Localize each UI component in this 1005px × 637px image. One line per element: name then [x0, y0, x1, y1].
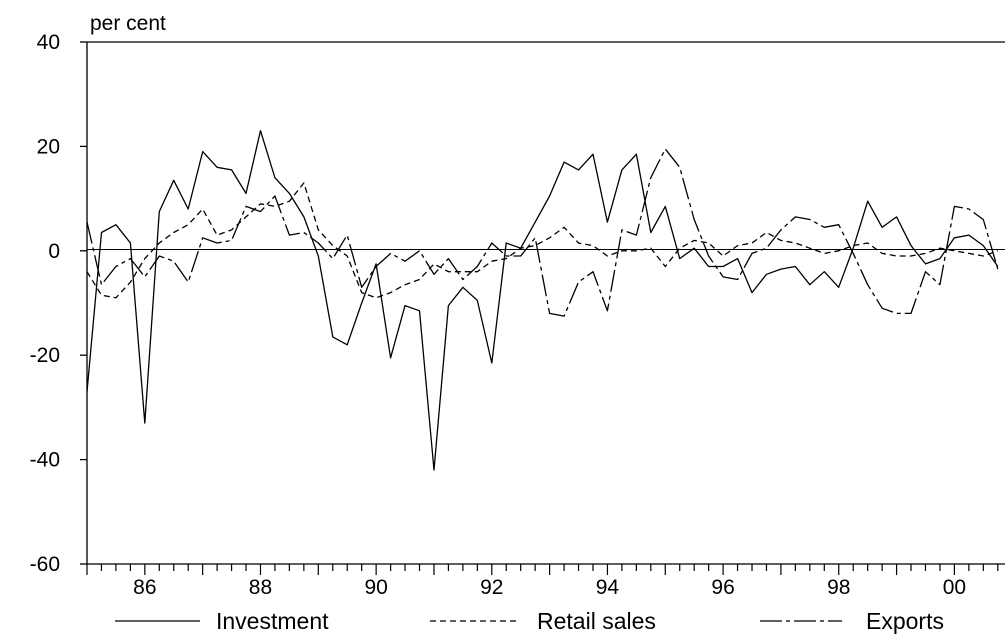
y-tick-label: 0 [48, 240, 60, 263]
y-tick-label: -60 [30, 553, 60, 576]
y-axis-label: per cent [90, 12, 166, 35]
series-lines [86, 130, 999, 471]
x-tick-label: 90 [364, 576, 387, 599]
legend-label: Investment [216, 608, 329, 634]
x-tick-label: 92 [480, 576, 503, 599]
x-tick-label: 88 [249, 576, 272, 599]
x-axis-ticks: 86 88 90 92 94 96 98 00 [86, 564, 999, 599]
y-tick-label: -40 [30, 449, 60, 472]
x-tick-label: 98 [827, 576, 850, 599]
series-line-exports [86, 148, 999, 317]
y-axis-ticks: 40 20 0 -20 -40 -60 [30, 31, 87, 576]
series-line-retail-sales [86, 182, 999, 299]
x-tick-label: 94 [596, 576, 620, 599]
y-tick-label: 20 [37, 135, 60, 158]
legend-label: Retail sales [537, 608, 656, 634]
x-tick-label: 00 [943, 576, 966, 599]
x-tick-label: 96 [711, 576, 734, 599]
x-tick-label: 86 [133, 576, 156, 599]
y-tick-label: -20 [30, 344, 60, 367]
series-line-investment [86, 130, 999, 471]
y-tick-label: 40 [37, 31, 60, 54]
legend: Investment Retail sales Exports [115, 608, 944, 634]
legend-label: Exports [866, 608, 944, 634]
